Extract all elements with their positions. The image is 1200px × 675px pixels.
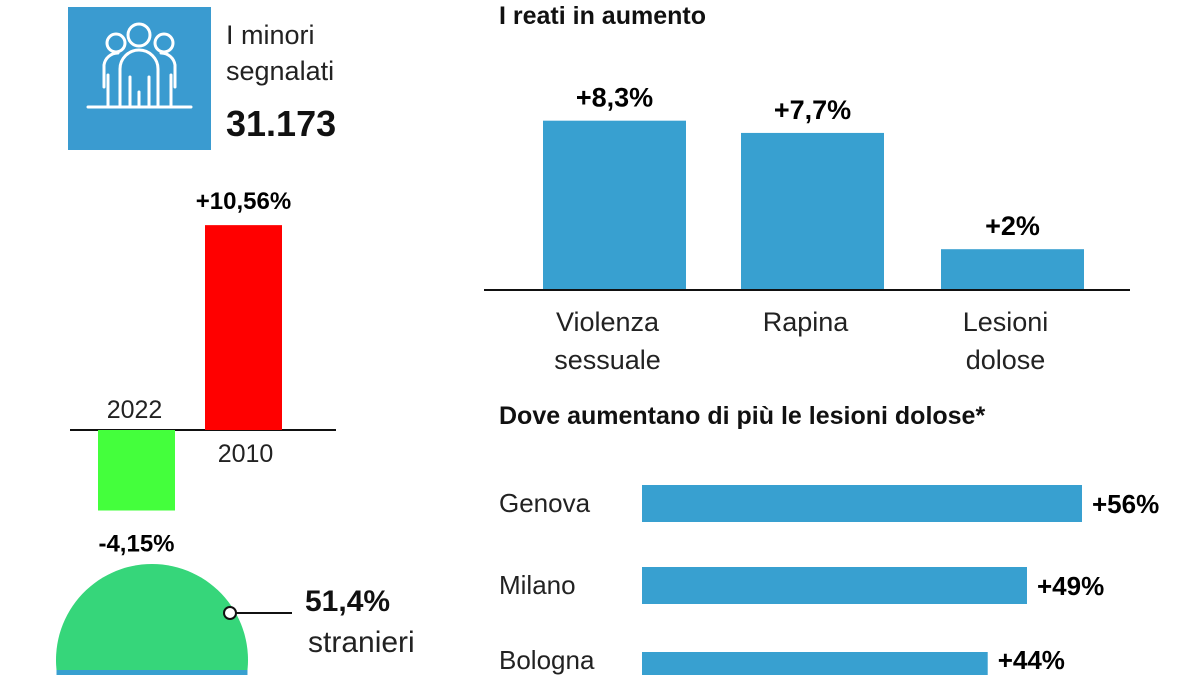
data-label-2: +2%: [985, 211, 1040, 241]
category-label-0: Violenza: [556, 307, 660, 337]
bar-Bologna: [642, 652, 988, 675]
people-group-icon: [68, 7, 211, 150]
crimes-chart-title: I reati in aumento: [499, 2, 706, 30]
data-label-2010: +10,56%: [196, 188, 291, 215]
data-label-Milano: +49%: [1037, 571, 1104, 601]
category-label-1: Rapina: [763, 307, 850, 337]
data-label-Bologna: +44%: [998, 645, 1065, 675]
bar-0: [543, 120, 686, 291]
header-label-line1: I minori: [226, 20, 315, 50]
category-label-2010: 2010: [218, 440, 274, 468]
category-label-Bologna: Bologna: [499, 645, 595, 675]
category-label-2022: 2022: [107, 396, 163, 424]
header-label-line2: segnalati: [226, 56, 335, 86]
pie-slice-stranieri: [55, 563, 248, 675]
cities-chart-title: Dove aumentano di più le lesioni dolose*: [499, 402, 986, 430]
category-label-0: sessuale: [554, 345, 661, 375]
bar-2: [941, 249, 1084, 290]
data-label-2022: -4,15%: [98, 531, 174, 558]
category-label-Milano: Milano: [499, 570, 576, 600]
bar-2022: [98, 430, 175, 511]
pie-category-label: stranieri: [308, 626, 415, 659]
category-label-2: Lesioni: [963, 307, 1049, 337]
header-count: 31.173: [226, 103, 337, 144]
pie-leader-dot: [223, 606, 237, 620]
category-label-2: dolose: [966, 345, 1046, 375]
data-label-0: +8,3%: [576, 83, 653, 113]
pie-slice-other: [56, 670, 248, 675]
bar-Milano: [642, 567, 1027, 604]
pie-value-label: 51,4%: [305, 585, 391, 618]
bar-1: [741, 132, 884, 290]
bar-2010: [205, 225, 282, 430]
category-label-Genova: Genova: [499, 488, 591, 518]
data-label-Genova: +56%: [1092, 489, 1159, 519]
bar-Genova: [642, 485, 1082, 522]
data-label-1: +7,7%: [774, 95, 851, 125]
